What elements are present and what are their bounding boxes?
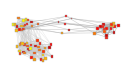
Point	[18, 50, 20, 51]
Point	[27, 49, 30, 50]
Point	[18, 29, 21, 30]
Point	[39, 49, 41, 50]
Point	[113, 32, 115, 33]
Point	[33, 59, 35, 60]
Point	[61, 33, 63, 34]
Point	[106, 28, 108, 30]
Point	[117, 24, 119, 26]
Point	[19, 53, 21, 54]
Point	[102, 24, 104, 25]
Point	[105, 35, 107, 36]
Point	[40, 59, 42, 60]
Point	[21, 43, 24, 44]
Point	[112, 22, 114, 24]
Point	[70, 18, 73, 19]
Point	[37, 40, 39, 41]
Point	[17, 17, 19, 19]
Point	[28, 49, 30, 51]
Point	[24, 53, 26, 54]
Point	[50, 44, 52, 45]
Point	[44, 47, 46, 48]
Point	[16, 26, 18, 28]
Point	[15, 30, 18, 31]
Point	[99, 26, 102, 27]
Point	[27, 46, 29, 47]
Point	[16, 46, 18, 47]
Point	[22, 28, 25, 30]
Point	[22, 25, 25, 27]
Point	[30, 44, 32, 46]
Point	[37, 47, 40, 48]
Point	[31, 57, 33, 58]
Point	[103, 31, 105, 32]
Point	[64, 23, 66, 24]
Point	[96, 28, 98, 29]
Point	[42, 60, 44, 61]
Point	[33, 52, 35, 53]
Point	[29, 48, 31, 49]
Point	[31, 21, 33, 22]
Point	[12, 24, 14, 25]
Point	[49, 47, 51, 48]
Point	[27, 19, 29, 20]
Point	[19, 44, 21, 45]
Point	[26, 42, 28, 44]
Point	[26, 24, 28, 25]
Point	[31, 25, 33, 26]
Point	[68, 29, 70, 30]
Point	[106, 37, 108, 38]
Point	[65, 16, 67, 17]
Point	[42, 51, 44, 52]
Point	[29, 48, 31, 49]
Point	[22, 51, 25, 53]
Point	[51, 56, 53, 57]
Point	[102, 26, 104, 27]
Point	[110, 24, 112, 25]
Point	[110, 28, 112, 30]
Point	[37, 24, 39, 25]
Point	[22, 20, 25, 21]
Point	[113, 26, 115, 27]
Point	[111, 25, 113, 26]
Point	[22, 28, 24, 30]
Point	[24, 25, 26, 26]
Point	[94, 33, 96, 34]
Point	[20, 43, 22, 44]
Point	[23, 44, 25, 46]
Point	[57, 22, 60, 23]
Point	[29, 48, 31, 50]
Point	[44, 58, 47, 59]
Point	[14, 24, 16, 25]
Point	[42, 54, 44, 55]
Point	[35, 45, 37, 47]
Point	[21, 29, 23, 31]
Point	[16, 26, 18, 27]
Point	[112, 25, 114, 26]
Point	[39, 43, 41, 44]
Point	[104, 29, 106, 30]
Point	[24, 44, 26, 45]
Point	[20, 26, 22, 27]
Point	[25, 19, 27, 20]
